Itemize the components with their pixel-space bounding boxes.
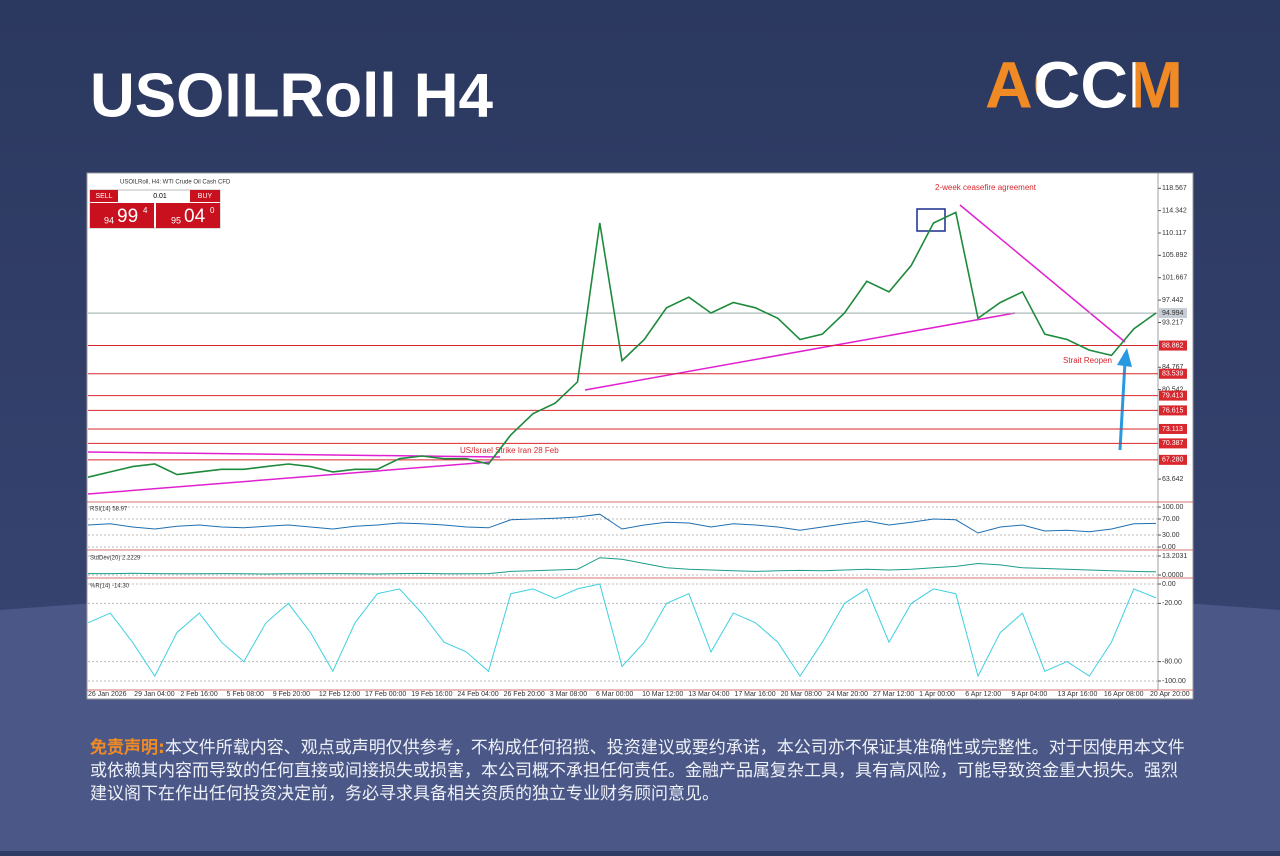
level-tag <box>1159 368 1187 379</box>
level-tag <box>1159 340 1187 351</box>
x-tick-label: 20 Apr 20:00 <box>1150 691 1190 698</box>
disclaimer: 免责声明:本文件所载内容、观点或声明仅供参考，不构成任何招揽、投资建议或要约承诺… <box>90 737 1190 806</box>
logo: ACCM <box>985 47 1183 121</box>
x-tick-label: 19 Feb 16:00 <box>411 691 452 698</box>
indicator-title: %R(14) -14.30 <box>90 584 130 590</box>
series-line <box>87 513 1157 534</box>
y-tick-label: 0.00 <box>1162 581 1176 588</box>
level-tag <box>1159 423 1187 434</box>
y-tick-label: 0.0000 <box>1162 572 1184 579</box>
trend-lines <box>87 204 1126 495</box>
level-label: 79.413 <box>1162 392 1184 399</box>
x-tick-label: 6 Mar 00:00 <box>596 691 633 698</box>
sell-price: 4 <box>143 206 148 215</box>
lot-size[interactable]: 0.01 <box>153 193 167 200</box>
y-tick-label: 84.767 <box>1162 364 1184 371</box>
level-label: 83.539 <box>1162 371 1184 378</box>
chart-panel <box>86 172 1194 700</box>
y-tick-label: 110.117 <box>1162 230 1186 237</box>
x-tick-label: 10 Mar 12:00 <box>642 691 683 698</box>
sell-label: SELL <box>95 193 112 200</box>
y-tick-label: 105.892 <box>1162 252 1187 259</box>
buy-price: 0 <box>210 206 215 215</box>
x-tick-label: 3 Mar 08:00 <box>550 691 587 698</box>
current-price-label: 94.994 <box>1162 310 1184 317</box>
x-tick-label: 9 Apr 04:00 <box>1011 691 1047 698</box>
buy-label: BUY <box>198 193 213 200</box>
x-tick-label: 16 Apr 08:00 <box>1104 691 1144 698</box>
panel-separators <box>87 173 1193 691</box>
annotation: 2-week ceasefire agreement <box>935 183 1037 192</box>
series-line <box>87 583 1157 678</box>
y-tick-label: -20.00 <box>1162 600 1182 607</box>
x-tick-label: 12 Feb 12:00 <box>319 691 360 698</box>
y-tick-label: 0.00 <box>1162 544 1176 551</box>
y-tick-label: 13.2031 <box>1162 553 1187 560</box>
title: USOILRoll H4 <box>90 61 494 130</box>
buy-button[interactable] <box>190 190 220 202</box>
level-tag <box>1159 405 1187 416</box>
symbol-line: USOILRoll, H4: WTI Crude Oil Cash CFD <box>120 180 231 186</box>
highlight-box <box>916 208 946 232</box>
x-tick-label: 17 Feb 00:00 <box>365 691 406 698</box>
disclaimer-label: 免责声明: <box>90 738 165 758</box>
level-label: 70.387 <box>1162 440 1184 447</box>
y-tick-label: 101.667 <box>1162 275 1187 282</box>
arrow <box>1117 348 1132 451</box>
x-tick-label: 24 Feb 04:00 <box>457 691 498 698</box>
x-tick-label: 27 Mar 12:00 <box>873 691 914 698</box>
level-label: 73.113 <box>1162 426 1183 433</box>
x-tick-label: 17 Mar 16:00 <box>734 691 775 698</box>
indicator-title: RSI(14) 58.97 <box>90 507 128 513</box>
y-tick-label: 70.00 <box>1162 516 1180 523</box>
x-tick-label: 29 Jan 04:00 <box>134 691 175 698</box>
x-tick-label: 26 Jan 2026 <box>88 691 127 698</box>
y-tick-label: 118.567 <box>1162 185 1187 192</box>
level-label: 67.280 <box>1162 457 1184 464</box>
x-tick-label: 1 Apr 00:00 <box>919 691 955 698</box>
sell-price: 99 <box>117 206 138 227</box>
level-tag <box>1159 438 1187 449</box>
level-label: 76.615 <box>1162 407 1184 414</box>
annotation: Strait Reopen <box>1063 356 1112 365</box>
sell-price: 94 <box>104 215 114 225</box>
level-tag <box>1159 454 1187 465</box>
x-tick-label: 2 Feb 16:00 <box>180 691 217 698</box>
y-tick-label: 97.442 <box>1162 297 1184 304</box>
buy-price: 04 <box>184 206 206 227</box>
annotation: US/Israel Strike Iran 28 Feb <box>460 446 559 455</box>
level-label: 88.862 <box>1162 342 1184 349</box>
trade-panel: SELL 0.01 BUY 94 99 4 95 04 0 <box>89 189 221 229</box>
x-tick-label: 24 Mar 20:00 <box>827 691 868 698</box>
series-line <box>87 211 1157 478</box>
y-tick-label: 93.217 <box>1162 319 1184 326</box>
y-tick-label: 30.00 <box>1162 532 1180 539</box>
sell-button[interactable] <box>90 190 118 202</box>
current-price-tag <box>1159 308 1187 319</box>
level-tag <box>1159 390 1187 401</box>
x-tick-label: 5 Feb 08:00 <box>227 691 264 698</box>
disclaimer-text: 本文件所载内容、观点或声明仅供参考，不构成任何招揽、投资建议或要约承诺，本公司亦… <box>90 738 1185 804</box>
x-tick-label: 20 Mar 08:00 <box>781 691 822 698</box>
y-tick-label: 63.642 <box>1162 476 1184 483</box>
x-tick-label: 6 Apr 12:00 <box>965 691 1001 698</box>
x-tick-label: 13 Apr 16:00 <box>1058 691 1098 698</box>
x-tick-label: 13 Mar 04:00 <box>688 691 729 698</box>
indicator-title: StdDev(20) 2.2229 <box>90 556 141 562</box>
buy-price: 95 <box>171 215 181 225</box>
y-tick-label: -100.00 <box>1162 678 1186 685</box>
y-tick-label: -80.00 <box>1162 658 1182 665</box>
series-line <box>88 557 1157 575</box>
y-tick-label: 114.342 <box>1162 207 1187 214</box>
y-tick-label: 80.542 <box>1162 386 1184 393</box>
y-tick-label: 100.00 <box>1162 504 1184 511</box>
x-tick-label: 26 Feb 20:00 <box>504 691 545 698</box>
x-tick-label: 9 Feb 20:00 <box>273 691 310 698</box>
